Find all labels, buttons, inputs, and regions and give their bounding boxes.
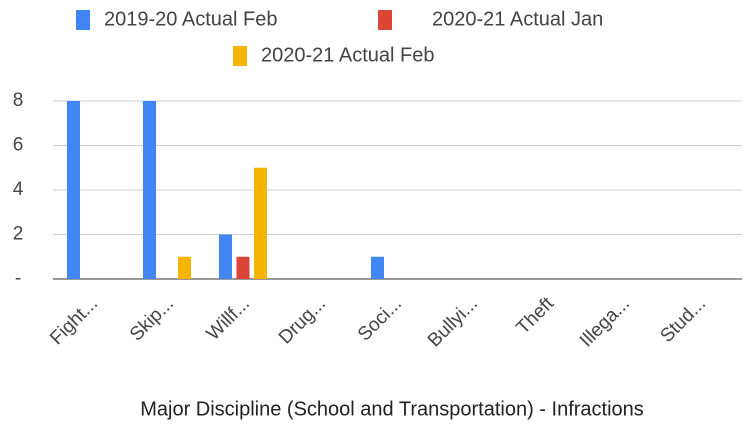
legend-swatch (233, 46, 247, 66)
x-tick-label: Theft (513, 293, 559, 339)
bar (371, 256, 384, 279)
bar (236, 256, 250, 279)
x-tick-label: Willf... (203, 293, 254, 344)
y-tick-label: - (15, 268, 21, 289)
legend-label: 2020-21 Actual Feb (261, 44, 434, 66)
x-tick-label: Illega... (576, 293, 634, 351)
bar (254, 167, 267, 279)
y-tick-label: 2 (13, 224, 24, 245)
x-tick-label: Soci... (354, 293, 406, 345)
x-tick-label: Bullyi... (424, 293, 482, 351)
x-tick-label: Drug... (275, 293, 330, 348)
bar (219, 234, 232, 279)
legend-label: 2020-21 Actual Jan (432, 8, 603, 30)
y-tick-label: 8 (13, 90, 24, 111)
bar (178, 256, 191, 279)
legend-label: 2019-20 Actual Feb (104, 8, 277, 30)
y-tick-label: 6 (13, 135, 24, 156)
legend-swatch (76, 10, 90, 30)
chart-title: Major Discipline (School and Transportat… (140, 398, 644, 420)
y-tick-label: 4 (13, 179, 24, 200)
x-tick-label: Stud... (656, 293, 710, 347)
x-tick-label: Fight... (46, 293, 102, 349)
bar (143, 101, 156, 279)
x-tick-label: Skip... (126, 293, 178, 345)
legend-swatch (378, 10, 392, 30)
bar (67, 101, 80, 279)
